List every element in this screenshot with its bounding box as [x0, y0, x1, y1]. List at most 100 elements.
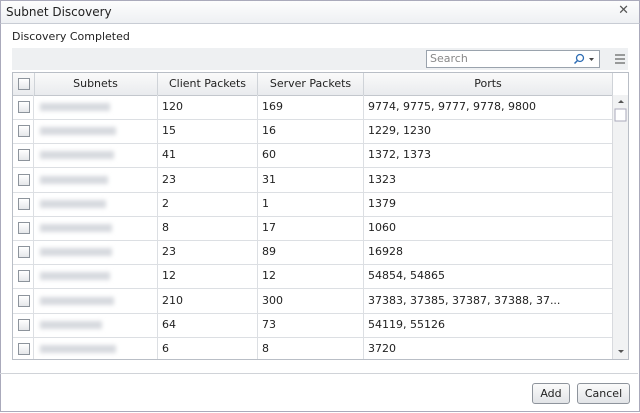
table-row: 120 169 9774, 9775, 9777, 9778, 9800 [13, 95, 613, 120]
redacted-subnet [40, 175, 108, 184]
cancel-button[interactable]: Cancel [577, 383, 630, 404]
ports-cell: 1060 [364, 216, 613, 240]
search-box[interactable]: Search [426, 50, 600, 68]
subnet-cell [34, 216, 158, 240]
checkbox-cell [13, 95, 34, 119]
checkbox-cell [13, 264, 34, 289]
table-row: 2 1 1379 [13, 191, 613, 217]
checkbox-cell [13, 337, 34, 359]
redacted-subnet [40, 127, 116, 136]
checkbox-cell [13, 312, 34, 337]
table-row: 23 89 16928 [13, 240, 613, 266]
ports-cell: 1229, 1230 [364, 119, 613, 144]
table-row: 23 31 1323 [13, 167, 613, 193]
table-row: 41 60 1372, 1373 [13, 143, 613, 169]
title-bar: Subnet Discovery ✕ [0, 0, 640, 24]
checkbox[interactable] [18, 246, 30, 259]
table-header: Subnets Client Packets Server Packets Ports [13, 73, 613, 96]
subnet-cell [34, 191, 158, 216]
column-header: Client Packets [158, 73, 258, 95]
subnet-cell [34, 119, 158, 144]
table-body: 120 169 9774, 9775, 9777, 9778, 9800 15 16 12… [13, 95, 613, 359]
column-header: Subnets [34, 73, 158, 95]
server-packets-cell: 169 [258, 95, 364, 119]
checkbox[interactable] [18, 197, 30, 210]
client-packets-cell: 2 [158, 191, 258, 216]
redacted-subnet [40, 224, 112, 232]
checkbox[interactable] [18, 78, 30, 90]
ports-cell: 1372, 1373 [364, 143, 613, 168]
checkbox[interactable] [18, 294, 30, 307]
checkbox-cell [13, 216, 34, 240]
server-packets-cell: 17 [258, 216, 364, 240]
client-packets-cell: 64 [158, 312, 258, 337]
ports-cell: 1379 [364, 191, 613, 216]
ports-cell: 54119, 55126 [364, 312, 613, 337]
subnet-cell [34, 312, 158, 337]
table-row: 210 300 37383, 37385, 37387, 37388, 37... [13, 288, 613, 314]
checkbox[interactable] [18, 149, 30, 162]
redacted-subnet [40, 272, 110, 281]
client-packets-cell: 120 [158, 95, 258, 119]
menu-icon[interactable] [614, 53, 626, 65]
checkbox-cell [13, 288, 34, 313]
server-packets-cell: 16 [258, 119, 364, 144]
redacted-subnet [40, 296, 114, 305]
search-placeholder: Search [430, 52, 468, 65]
ports-cell: 3720 [364, 337, 613, 359]
client-packets-cell: 8 [158, 216, 258, 240]
checkbox-cell [13, 191, 34, 216]
redacted-subnet [40, 345, 116, 353]
ports-cell: 37383, 37385, 37387, 37388, 37... [364, 288, 613, 313]
column-header: Ports [364, 73, 613, 95]
checkbox[interactable] [18, 222, 30, 234]
server-packets-cell: 60 [258, 143, 364, 168]
column-header: Server Packets [258, 73, 364, 95]
server-packets-cell: 300 [258, 288, 364, 313]
search-icon[interactable] [573, 53, 597, 65]
add-button[interactable]: Add [532, 383, 570, 404]
subnet-cell [34, 95, 158, 119]
table-row: 8 17 1060 [13, 216, 613, 241]
server-packets-cell: 12 [258, 264, 364, 289]
checkbox-cell [13, 143, 34, 168]
subnet-cell [34, 288, 158, 313]
table-row: 6 8 3720 [13, 337, 613, 359]
server-packets-cell: 89 [258, 240, 364, 265]
client-packets-cell: 12 [158, 264, 258, 289]
redacted-subnet [40, 248, 112, 257]
subnet-cell [34, 240, 158, 265]
table-row: 64 73 54119, 55126 [13, 312, 613, 338]
checkbox[interactable] [18, 125, 30, 138]
scrollbar[interactable] [612, 95, 628, 359]
client-packets-cell: 15 [158, 119, 258, 144]
table-row: 15 16 1229, 1230 [13, 119, 613, 145]
ports-cell: 54854, 54865 [364, 264, 613, 289]
subnet-cell [34, 264, 158, 289]
separator [0, 373, 638, 374]
server-packets-cell: 31 [258, 167, 364, 192]
close-button[interactable]: ✕ [618, 3, 629, 18]
ports-cell: 9774, 9775, 9777, 9778, 9800 [364, 95, 613, 119]
client-packets-cell: 210 [158, 288, 258, 313]
ports-cell: 1323 [364, 167, 613, 192]
checkbox[interactable] [18, 343, 30, 355]
checkbox[interactable] [18, 173, 30, 186]
checkbox-cell [13, 240, 34, 265]
client-packets-cell: 41 [158, 143, 258, 168]
checkbox[interactable] [18, 101, 30, 113]
subnet-cell [34, 337, 158, 359]
client-packets-cell: 23 [158, 240, 258, 265]
header-checkbox-cell [13, 73, 35, 95]
client-packets-cell: 23 [158, 167, 258, 192]
checkbox-cell [13, 167, 34, 192]
redacted-subnet [40, 103, 110, 111]
checkbox[interactable] [18, 270, 30, 283]
table-row: 12 12 54854, 54865 [13, 264, 613, 290]
window-title: Subnet Discovery [6, 5, 112, 19]
redacted-subnet [40, 320, 102, 329]
scrollbar-graphics [614, 100, 627, 353]
server-packets-cell: 8 [258, 337, 364, 359]
redacted-subnet [40, 151, 114, 160]
checkbox[interactable] [18, 318, 30, 331]
